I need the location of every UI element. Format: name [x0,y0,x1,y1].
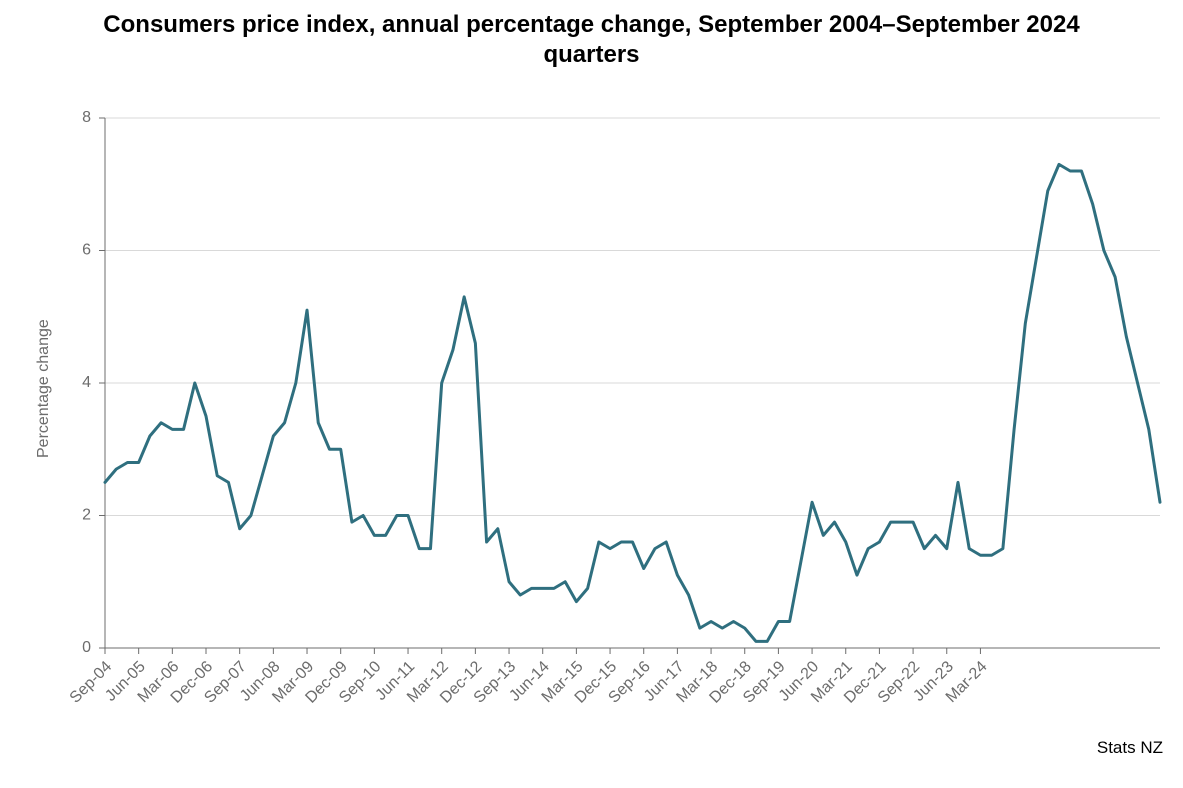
chart-container: Consumers price index, annual percentage… [0,0,1183,788]
y-tick-label: 0 [82,639,91,656]
y-tick-label: 8 [82,109,91,126]
plot-area: 02468Sep-04Jun-05Mar-06Dec-06Sep-07Jun-0… [0,0,1183,788]
data-line [105,164,1160,641]
y-tick-label: 6 [82,242,91,259]
source-label: Stats NZ [1097,738,1163,758]
y-tick-label: 4 [82,374,91,391]
y-tick-label: 2 [82,507,91,524]
